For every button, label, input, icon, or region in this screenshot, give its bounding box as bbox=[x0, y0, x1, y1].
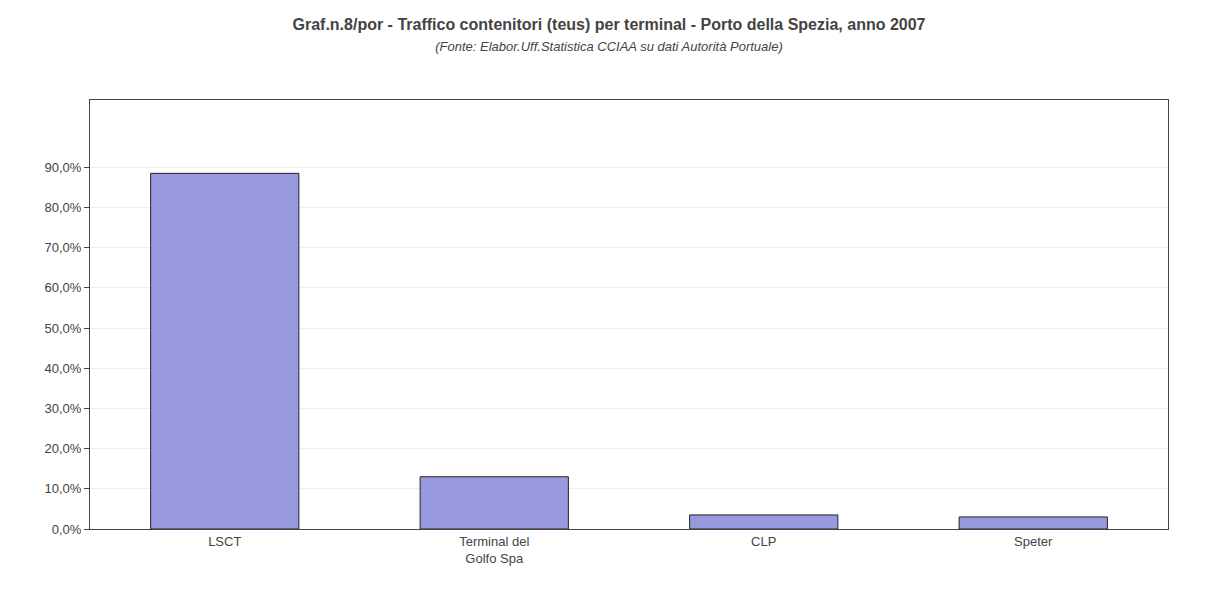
svg-text:50,0%: 50,0% bbox=[45, 321, 82, 336]
svg-text:20,0%: 20,0% bbox=[45, 441, 82, 456]
svg-text:Speter: Speter bbox=[1014, 534, 1053, 549]
svg-text:90,0%: 90,0% bbox=[45, 160, 82, 175]
svg-text:LSCT: LSCT bbox=[208, 534, 241, 549]
svg-text:10,0%: 10,0% bbox=[45, 481, 82, 496]
svg-text:60,0%: 60,0% bbox=[45, 280, 82, 295]
svg-text:Graf.n.8/por - Traffico conten: Graf.n.8/por - Traffico contenitori (teu… bbox=[292, 16, 925, 54]
svg-text:30,0%: 30,0% bbox=[45, 401, 82, 416]
svg-text:80,0%: 80,0% bbox=[45, 200, 82, 215]
svg-text:Terminal delGolfo Spa: Terminal delGolfo Spa bbox=[459, 534, 529, 566]
svg-text:CLP: CLP bbox=[751, 534, 776, 549]
svg-text:70,0%: 70,0% bbox=[45, 240, 82, 255]
svg-text:40,0%: 40,0% bbox=[45, 361, 82, 376]
svg-text:0,0%: 0,0% bbox=[52, 522, 82, 537]
